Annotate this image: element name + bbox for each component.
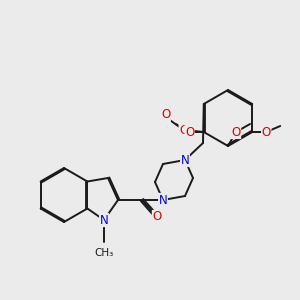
Text: O: O [185, 125, 194, 139]
Text: CH₃: CH₃ [94, 248, 114, 258]
Text: O: O [161, 109, 170, 122]
Text: N: N [159, 194, 167, 206]
Text: O: O [152, 211, 162, 224]
Text: N: N [100, 214, 108, 226]
Text: O: O [179, 124, 188, 136]
Text: O: O [262, 125, 271, 139]
Text: N: N [181, 154, 189, 166]
Text: O: O [231, 125, 241, 139]
